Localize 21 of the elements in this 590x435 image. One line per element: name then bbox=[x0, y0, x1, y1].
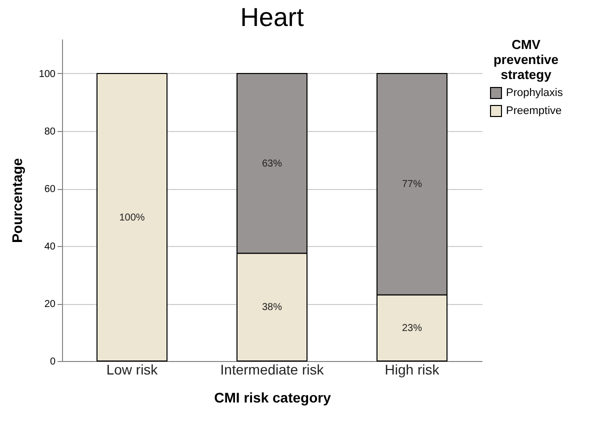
data-label: 100% bbox=[119, 212, 145, 224]
bar bbox=[96, 73, 168, 362]
x-tick-label: Low risk bbox=[106, 362, 159, 378]
y-axis-title: Pourcentage bbox=[8, 158, 25, 243]
y-tick-label: 100 bbox=[38, 69, 56, 80]
data-label: 23% bbox=[402, 322, 422, 334]
data-label: 63% bbox=[262, 158, 282, 170]
legend-label: Prophylaxis bbox=[506, 87, 564, 99]
y-tick-label: 40 bbox=[44, 242, 56, 252]
y-tick-label: 80 bbox=[44, 126, 56, 138]
legend-label: Preemptive bbox=[506, 105, 562, 117]
y-tick-label: 60 bbox=[44, 184, 56, 195]
x-axis-title: CMI risk category bbox=[214, 390, 332, 406]
chart-title: Heart bbox=[240, 2, 305, 32]
y-tick-label: 20 bbox=[44, 299, 56, 310]
data-label: 38% bbox=[262, 302, 282, 314]
y-tick-label: 0 bbox=[50, 356, 56, 368]
x-tick-label: Intermediate risk bbox=[220, 362, 325, 378]
legend-title: CMV preventive strategy bbox=[493, 37, 559, 82]
x-tick-label: High risk bbox=[384, 362, 440, 378]
data-label: 77% bbox=[402, 179, 422, 190]
